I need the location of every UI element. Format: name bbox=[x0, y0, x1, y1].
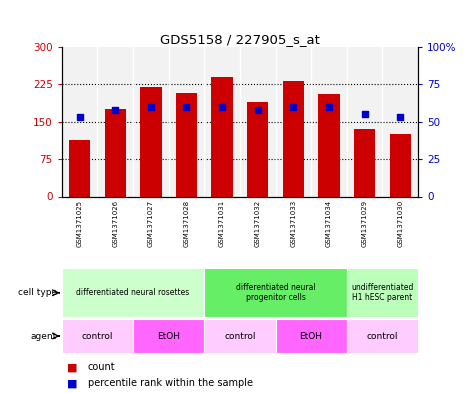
Text: undifferentiated
H1 hESC parent: undifferentiated H1 hESC parent bbox=[351, 283, 414, 303]
Text: differentiated neural rosettes: differentiated neural rosettes bbox=[76, 288, 190, 297]
Bar bbox=[62, 319, 133, 353]
Text: control: control bbox=[82, 332, 113, 340]
Bar bbox=[318, 94, 340, 196]
Text: EtOH: EtOH bbox=[157, 332, 180, 340]
Point bbox=[254, 107, 261, 113]
Bar bbox=[347, 319, 418, 353]
Text: GSM1371027: GSM1371027 bbox=[148, 200, 154, 247]
Bar bbox=[104, 109, 126, 196]
Text: ■: ■ bbox=[66, 378, 77, 388]
Bar bbox=[62, 268, 204, 317]
Point bbox=[111, 107, 119, 113]
Point bbox=[147, 104, 155, 110]
Text: ■: ■ bbox=[66, 362, 77, 373]
Point bbox=[325, 104, 332, 110]
Text: GSM1371030: GSM1371030 bbox=[397, 200, 403, 247]
Text: count: count bbox=[88, 362, 115, 373]
Point bbox=[289, 104, 297, 110]
Bar bbox=[276, 319, 347, 353]
Bar bbox=[133, 319, 204, 353]
Text: EtOH: EtOH bbox=[300, 332, 323, 340]
Text: percentile rank within the sample: percentile rank within the sample bbox=[88, 378, 253, 388]
Bar bbox=[204, 268, 347, 317]
Title: GDS5158 / 227905_s_at: GDS5158 / 227905_s_at bbox=[160, 33, 320, 46]
Bar bbox=[69, 140, 90, 196]
Bar bbox=[390, 134, 411, 196]
Text: GSM1371033: GSM1371033 bbox=[290, 200, 296, 247]
Text: GSM1371031: GSM1371031 bbox=[219, 200, 225, 247]
Text: GSM1371025: GSM1371025 bbox=[76, 200, 83, 247]
Point bbox=[396, 114, 404, 121]
Text: agent: agent bbox=[31, 332, 57, 340]
Text: GSM1371032: GSM1371032 bbox=[255, 200, 261, 247]
Text: GSM1371029: GSM1371029 bbox=[361, 200, 368, 247]
Point bbox=[76, 114, 84, 121]
Point bbox=[182, 104, 190, 110]
Text: GSM1371028: GSM1371028 bbox=[183, 200, 190, 247]
Point bbox=[218, 104, 226, 110]
Bar bbox=[211, 77, 233, 196]
Bar bbox=[247, 102, 268, 196]
Bar bbox=[354, 129, 375, 196]
Text: control: control bbox=[224, 332, 256, 340]
Bar bbox=[176, 94, 197, 196]
Bar bbox=[140, 87, 162, 196]
Bar bbox=[347, 268, 418, 317]
Text: GSM1371026: GSM1371026 bbox=[112, 200, 118, 247]
Bar bbox=[283, 81, 304, 196]
Text: control: control bbox=[367, 332, 398, 340]
Text: GSM1371034: GSM1371034 bbox=[326, 200, 332, 247]
Text: cell type: cell type bbox=[18, 288, 57, 297]
Point bbox=[361, 111, 369, 118]
Bar bbox=[204, 319, 276, 353]
Text: differentiated neural
progenitor cells: differentiated neural progenitor cells bbox=[236, 283, 315, 303]
